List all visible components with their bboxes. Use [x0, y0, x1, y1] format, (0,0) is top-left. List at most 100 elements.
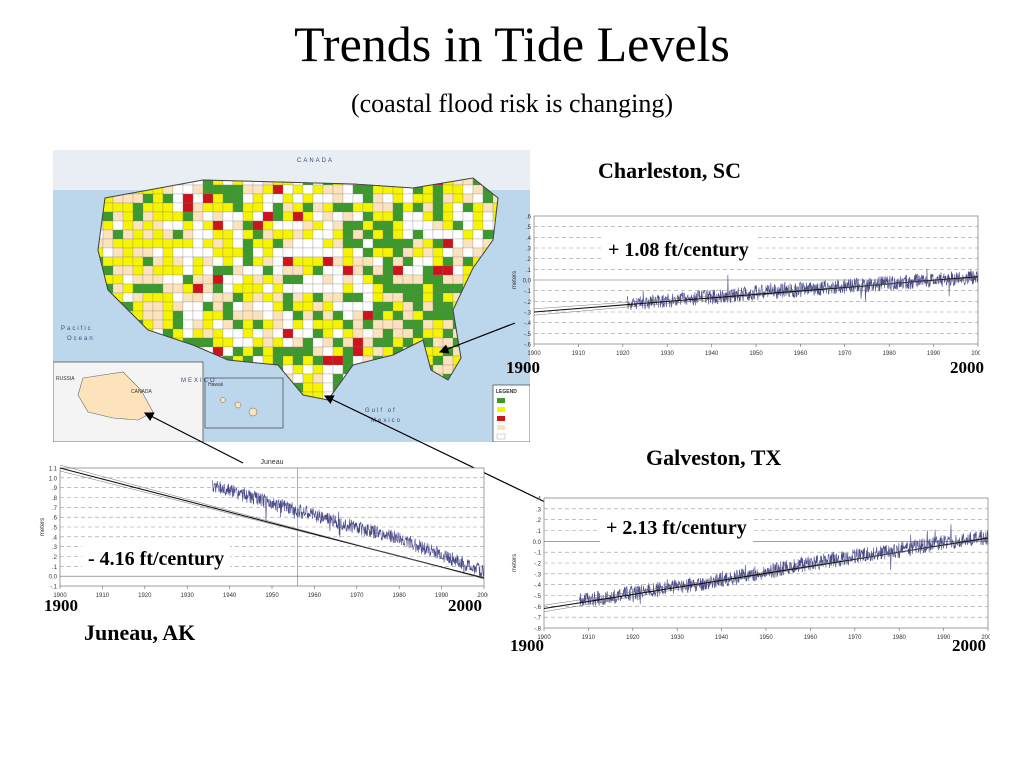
x-tick-label: 1970	[848, 635, 862, 641]
y-tick-label: 1.0	[49, 476, 58, 482]
hawaii-inset	[204, 377, 284, 429]
map-label-pacific: Pacific	[61, 326, 93, 332]
y-tick-label: .4	[526, 236, 532, 242]
y-tick-label: 0.0	[533, 540, 542, 546]
y-tick-label: .2	[526, 257, 532, 263]
x-tick-label: 1910	[572, 351, 586, 357]
trend-line	[59, 464, 485, 580]
y-tick-label: -.1	[534, 551, 542, 557]
x-tick-label: 1980	[883, 351, 897, 357]
galveston-arrow	[323, 395, 546, 503]
y-tick-label: -.6	[534, 605, 542, 611]
y-tick-label: -.4	[524, 321, 532, 327]
y-tick-label: 0.0	[49, 575, 58, 581]
x-tick-label: 1950	[265, 593, 279, 599]
x-tick-label: 1900	[53, 593, 67, 599]
x-tick-label: 1990	[435, 593, 449, 599]
y-tick-label: .7	[52, 506, 58, 512]
y-axis-label: meters	[40, 518, 46, 536]
y-tick-label: -.5	[524, 332, 532, 338]
map-legend-title: LEGEND	[496, 389, 517, 395]
y-tick-label: .1	[526, 268, 532, 274]
x-tick-label: 1950	[749, 351, 763, 357]
x-tick-label: 1990	[937, 635, 951, 641]
y-tick-label: .5	[52, 526, 58, 532]
y-tick-label: .3	[536, 507, 542, 513]
x-tick-label: 1960	[804, 635, 818, 641]
galveston-trend-label: + 2.13 ft/century	[600, 515, 753, 542]
charleston-chart: .6 .5 .4 .3 .2 .1 0.0 -.1 -.2 -.3 -.4 -.5 -.6 1900 191…	[512, 215, 980, 358]
y-tick-label: .4	[52, 535, 58, 541]
y-tick-label: -.3	[524, 311, 532, 317]
x-tick-label: 1970	[838, 351, 852, 357]
y-tick-label: -.2	[534, 562, 542, 568]
map-label-gulf-mexico: Mexico	[371, 418, 402, 424]
y-tick-label: .8	[52, 496, 58, 502]
charleston-year-start: 1900	[506, 358, 540, 377]
y-tick-label: .9	[52, 486, 58, 492]
y-tick-label: .2	[52, 555, 58, 561]
y-tick-label: -.3	[534, 572, 542, 578]
x-tick-label: 1910	[582, 635, 596, 641]
hawaii-island	[220, 397, 226, 403]
y-tick-label: .1	[536, 529, 542, 535]
galveston-year-start: 1900	[510, 636, 544, 655]
y-tick-label: -.6	[524, 343, 532, 349]
y-tick-label: .3	[526, 247, 532, 253]
y-tick-label: -.1	[50, 585, 58, 591]
county-cell	[492, 193, 498, 204]
charleston-title: Charleston, SC	[598, 158, 742, 183]
y-axis-label: meters	[512, 554, 518, 572]
x-tick-label: 2000	[477, 593, 488, 599]
map-svg: CANADA Pacific Ocean MEXICO Gulf of Mexi…	[52, 150, 531, 443]
juneau-chart: 1.1 1.0 .9 .8 .7 .6 .5 .4 .3 .2 .1 0.0 -.1 1900 1910 19…	[40, 459, 488, 599]
y-tick-label: .3	[52, 545, 58, 551]
x-tick-label: 1960	[308, 593, 322, 599]
y-tick-label: -.2	[524, 300, 532, 306]
legend-swatch-tan	[497, 425, 505, 430]
x-tick-label: 2000	[981, 635, 990, 641]
y-tick-label: 0.0	[523, 279, 532, 285]
x-tick-label: 1900	[537, 635, 551, 641]
legend-swatch-green	[497, 398, 505, 403]
y-tick-label: -.8	[534, 627, 542, 633]
county-cell	[492, 202, 498, 213]
legend-swatch-white	[496, 433, 506, 440]
us-county-map: CANADA Pacific Ocean MEXICO Gulf of Mexi…	[52, 150, 531, 443]
y-tick-label: .1	[52, 565, 58, 571]
x-tick-label: 1980	[893, 635, 907, 641]
juneau-caption: Juneau, AK	[84, 620, 196, 645]
x-tick-label: 1910	[96, 593, 110, 599]
galveston-chart: .4 .3 .2 .1 0.0 -.1 -.2 -.3 -.4 -.5 -.6 -.7 -.8 1900 1…	[512, 497, 990, 642]
x-tick-label: 1970	[350, 593, 364, 599]
galveston-title: Galveston, TX	[646, 445, 782, 470]
map-label-mexico: MEXICO	[181, 378, 217, 384]
alaska-land	[77, 371, 154, 421]
x-tick-label: 1930	[671, 635, 685, 641]
trend-line	[533, 277, 979, 310]
slide-title: Trends in Tide Levels	[294, 16, 730, 72]
x-tick-label: 1990	[927, 351, 941, 357]
map-label-canada-inset: CANADA	[131, 389, 153, 395]
x-tick-label: 1930	[661, 351, 675, 357]
hawaii-island	[234, 401, 242, 409]
y-tick-label: .5	[526, 225, 532, 231]
x-tick-label: 1940	[705, 351, 719, 357]
x-tick-label: 1950	[759, 635, 773, 641]
legend-swatch-red	[497, 416, 505, 421]
x-tick-label: 1980	[393, 593, 407, 599]
y-tick-label: .6	[52, 516, 58, 522]
map-label-ocean: Ocean	[67, 336, 95, 342]
x-tick-label: 1940	[715, 635, 729, 641]
x-tick-label: 1920	[138, 593, 152, 599]
x-tick-label: 1930	[181, 593, 195, 599]
x-tick-label: 1960	[794, 351, 808, 357]
x-tick-label: 1920	[616, 351, 630, 357]
map-label-russia: RUSSIA	[56, 376, 75, 382]
map-label-canada: CANADA	[297, 158, 334, 164]
trend-line	[543, 538, 989, 606]
map-label-hawaii: Hawaii	[208, 382, 223, 388]
map-label-gulf: Gulf of	[365, 408, 397, 414]
conus-outline	[97, 177, 499, 401]
juneau-year-start: 1900	[44, 596, 78, 615]
